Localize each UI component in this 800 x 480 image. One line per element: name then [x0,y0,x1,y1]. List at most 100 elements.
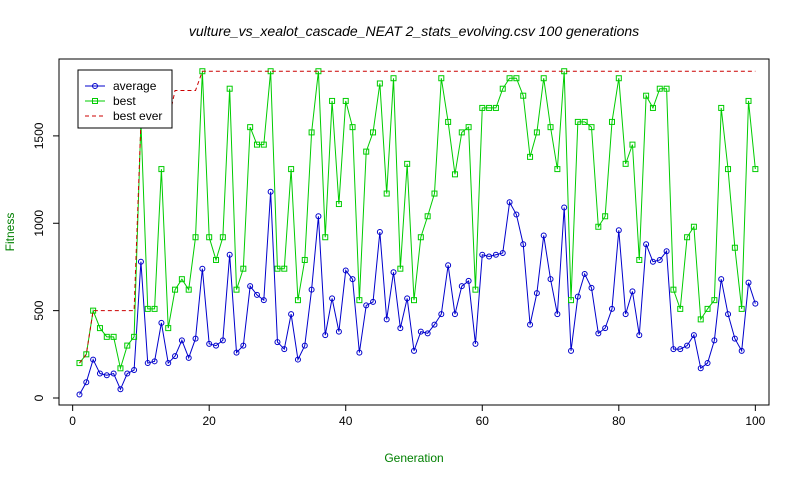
point-average [574,293,581,300]
point-average [458,283,465,290]
point-best [690,223,697,230]
point-best [206,234,213,241]
point-average [342,267,349,274]
point-best [397,265,404,272]
legend-best-ever-label: best ever [113,109,162,123]
point-best [670,286,677,293]
point-best [301,256,308,263]
point-best [335,201,342,208]
point-average [213,342,220,349]
point-average [349,276,356,283]
point-best [417,234,424,241]
point-average [192,335,199,342]
point-average [745,279,752,286]
point-average [83,379,90,386]
point-best [117,365,124,372]
x-tick-label: 40 [339,414,353,428]
point-best [404,160,411,167]
point-average [356,349,363,356]
point-average [322,332,329,339]
point-best [684,234,691,241]
point-best [281,265,288,272]
point-average [247,283,254,290]
point-average [288,311,295,318]
point-average [76,391,83,398]
point-average [438,311,445,318]
y-tick-label: 500 [32,300,46,320]
point-best [486,104,493,111]
point-best [745,97,752,104]
point-average [486,253,493,260]
point-average [513,211,520,218]
point-best [253,141,260,148]
point-average [390,269,397,276]
point-best [185,286,192,293]
point-best [581,118,588,125]
point-average [561,204,568,211]
point-best [547,124,554,131]
point-best [602,213,609,220]
point-average [752,300,759,307]
point-best [144,305,151,312]
point-average [588,284,595,291]
point-average [649,258,656,265]
y-tick-label: 1500 [32,122,46,149]
point-best [213,256,220,263]
point-average [206,340,213,347]
point-average [151,358,158,365]
point-best [308,129,315,136]
point-best [219,234,226,241]
point-average [622,311,629,318]
point-average [90,356,97,363]
point-average [308,286,315,293]
point-best [322,234,329,241]
point-average [527,321,534,328]
point-average [137,258,144,265]
point-best [342,97,349,104]
point-average [117,386,124,393]
point-best [615,75,622,82]
point-average [656,256,663,263]
point-best [131,333,138,340]
point-best [527,153,534,160]
point-average [445,262,452,269]
point-best [260,141,267,148]
point-average [185,354,192,361]
x-tick-label: 100 [745,414,765,428]
point-best [76,360,83,367]
point-average [568,347,575,354]
point-best [151,305,158,312]
point-average [581,270,588,277]
point-best [431,190,438,197]
point-best [643,92,650,99]
point-best [697,316,704,323]
point-best [663,85,670,92]
point-average [608,305,615,312]
chart-title: vulture_vs_xealot_cascade_NEAT 2_stats_e… [189,23,639,39]
point-average [431,321,438,328]
point-average [158,319,165,326]
point-best [158,166,165,173]
point-best [731,244,738,251]
point-best [124,342,131,349]
point-best [465,124,472,131]
point-average [281,346,288,353]
point-average [294,356,301,363]
point-best [424,213,431,220]
series-best-line [79,71,756,371]
point-best [288,166,295,173]
point-average [165,360,172,367]
legend-best-label: best [113,94,136,108]
series-average-line [79,191,756,395]
point-best [445,118,452,125]
point-average [472,340,479,347]
point-average [363,302,370,309]
point-average [711,337,718,344]
point-best [390,75,397,82]
point-average [670,346,677,353]
point-best [226,85,233,92]
point-average [124,370,131,377]
point-average [404,295,411,302]
point-average [424,330,431,337]
